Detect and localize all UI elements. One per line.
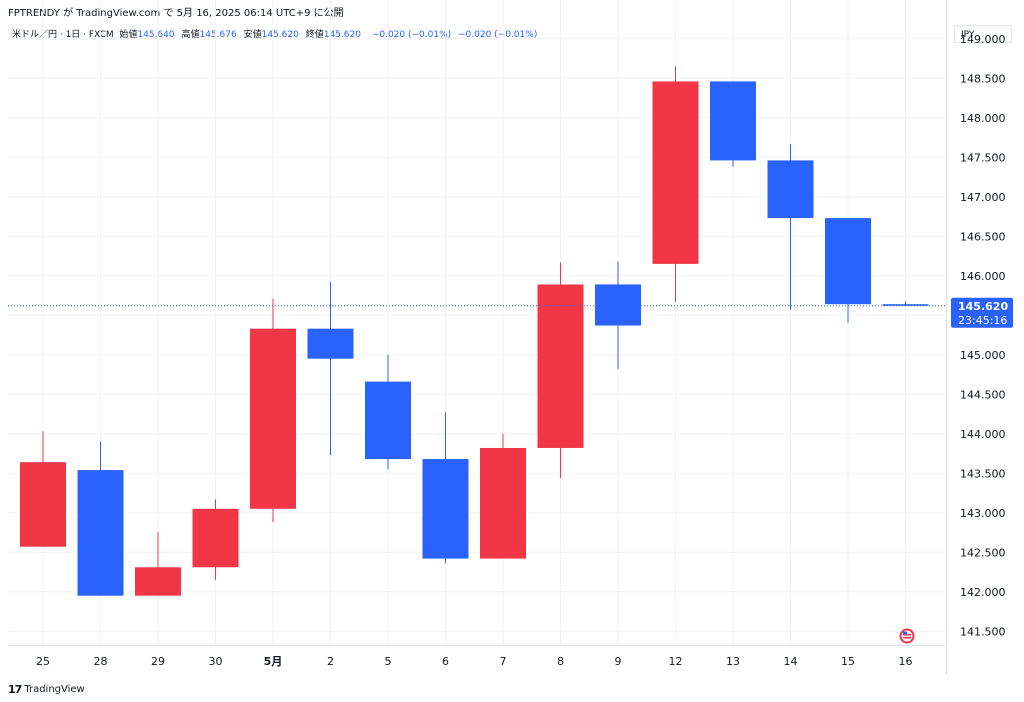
time-tick-label: 9 xyxy=(615,655,622,668)
time-tick-label: 2 xyxy=(327,655,334,668)
price-tick-label: 141.500 xyxy=(960,625,1006,638)
candle-body[interactable] xyxy=(422,459,469,559)
candle-body[interactable] xyxy=(135,567,181,596)
price-tick-label: 142.000 xyxy=(960,586,1006,599)
price-tick-label: 146.000 xyxy=(960,270,1006,283)
candle-body[interactable] xyxy=(882,304,929,306)
low-label: 安値 xyxy=(243,30,262,40)
publisher-line: FPTRENDY が TradingView.com で 5月 16, 2025… xyxy=(8,8,344,19)
price-tick-label: 143.500 xyxy=(960,467,1006,480)
candle-body[interactable] xyxy=(20,462,66,547)
currency-selector[interactable]: JPY xyxy=(954,25,1012,43)
change-value: −0.020 (−0.01%) xyxy=(371,30,452,40)
time-tick-label: 15 xyxy=(841,655,855,668)
countdown-label: 23:45:16 xyxy=(958,314,1007,327)
price-tick-label: 143.000 xyxy=(960,507,1006,520)
last-price-label: 145.620 xyxy=(958,300,1008,313)
time-tick-label: 16 xyxy=(899,655,913,668)
candle-body[interactable] xyxy=(250,328,296,509)
change-value-2: −0.020 (−0.01%) xyxy=(458,30,538,40)
symbol-label[interactable]: 米ドル／円 · 1日 · FXCM xyxy=(12,30,114,40)
time-tick-label: 14 xyxy=(784,655,798,668)
price-tick-label: 147.000 xyxy=(960,191,1006,204)
tradingview-mark-icon: 17 xyxy=(8,683,22,696)
candle-body[interactable] xyxy=(480,447,526,559)
grid-lines xyxy=(8,0,946,645)
close-value: 145.620 xyxy=(323,30,361,40)
time-tick-label: 29 xyxy=(151,655,165,668)
open-label: 始値 xyxy=(119,30,138,40)
candle-body[interactable] xyxy=(652,81,699,264)
candle-body[interactable] xyxy=(77,470,124,596)
candle-body[interactable] xyxy=(192,508,239,568)
price-tick-label: 145.000 xyxy=(960,349,1006,362)
candle-body[interactable] xyxy=(710,81,756,161)
price-tick-label: 146.500 xyxy=(960,230,1006,243)
time-tick-label: 8 xyxy=(557,655,564,668)
price-tick-label: 149.000 xyxy=(960,33,1006,46)
price-tick-label: 148.000 xyxy=(960,112,1006,125)
high-label: 高値 xyxy=(181,30,200,40)
high-value: 145.676 xyxy=(199,30,237,40)
us-flag-event-icon[interactable] xyxy=(898,627,916,645)
candle-body[interactable] xyxy=(365,381,411,460)
close-label: 終値 xyxy=(305,30,324,40)
low-value: 145.620 xyxy=(261,30,299,40)
last-price-badge: 145.620 23:45:16 xyxy=(951,297,1013,328)
time-tick-label: 5 xyxy=(385,655,392,668)
tradingview-brand: TradingView xyxy=(24,684,85,695)
time-tick-label: 25 xyxy=(36,655,50,668)
time-tick-label: 7 xyxy=(500,655,507,668)
candle-body[interactable] xyxy=(825,218,871,305)
price-tick-label: 148.500 xyxy=(960,72,1006,85)
time-tick-label: 6 xyxy=(442,655,449,668)
time-tick-label: 12 xyxy=(669,655,683,668)
open-value: 145.640 xyxy=(137,30,175,40)
time-tick-label: 30 xyxy=(209,655,223,668)
tradingview-logo[interactable]: 17 TradingView xyxy=(8,683,85,696)
time-axis-border xyxy=(8,645,946,646)
price-tick-label: 147.500 xyxy=(960,151,1006,164)
symbol-legend: 米ドル／円 · 1日 · FXCM 始値145.640 高値145.676 安値… xyxy=(12,27,537,40)
time-tick-label: 13 xyxy=(726,655,740,668)
price-tick-label: 142.500 xyxy=(960,546,1006,559)
candle-body[interactable] xyxy=(767,160,814,219)
candle-body[interactable] xyxy=(537,284,584,448)
price-tick-label: 144.000 xyxy=(960,428,1006,441)
time-tick-label: 5月 xyxy=(264,655,283,668)
price-tick-label: 144.500 xyxy=(960,388,1006,401)
time-tick-label: 28 xyxy=(94,655,108,668)
candle-body[interactable] xyxy=(307,328,354,359)
candle-body[interactable] xyxy=(595,284,641,326)
price-axis-border xyxy=(946,0,947,675)
time-axis[interactable]: 25 28 29 30 5月 2 5 6 7 8 9 12 13 14 15 16 xyxy=(36,655,913,668)
price-axis[interactable]: 149.000 148.500 148.000 147.500 147.000 146.5… xyxy=(960,33,1006,639)
candles xyxy=(20,66,929,596)
